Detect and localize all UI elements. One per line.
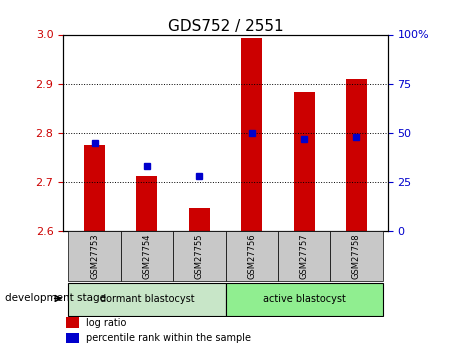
Bar [294,92,314,231]
Text: development stage: development stage [5,294,106,303]
Text: GSM27753: GSM27753 [90,234,99,279]
Bar [189,208,210,231]
Bar [226,231,278,281]
Text: GSM27755: GSM27755 [195,234,204,279]
Bar [69,283,225,316]
Text: log ratio: log ratio [86,318,126,328]
Text: GSM27756: GSM27756 [247,234,256,279]
Bar [278,231,330,281]
Text: GSM27754: GSM27754 [143,234,152,279]
Text: GSM27758: GSM27758 [352,234,361,279]
Bar [84,145,105,231]
Bar [69,231,121,281]
Bar [137,176,157,231]
Text: active blastocyst: active blastocyst [262,294,345,304]
Bar [173,231,226,281]
Bar [241,38,262,231]
Text: percentile rank within the sample: percentile rank within the sample [86,333,251,343]
Bar [330,231,382,281]
Bar [121,231,173,281]
Bar [66,317,79,328]
Bar [226,283,382,316]
Text: dormant blastocyst: dormant blastocyst [100,294,194,304]
Bar [346,79,367,231]
Text: GSM27757: GSM27757 [299,234,308,279]
Text: GDS752 / 2551: GDS752 / 2551 [168,19,283,34]
Bar [66,333,79,344]
